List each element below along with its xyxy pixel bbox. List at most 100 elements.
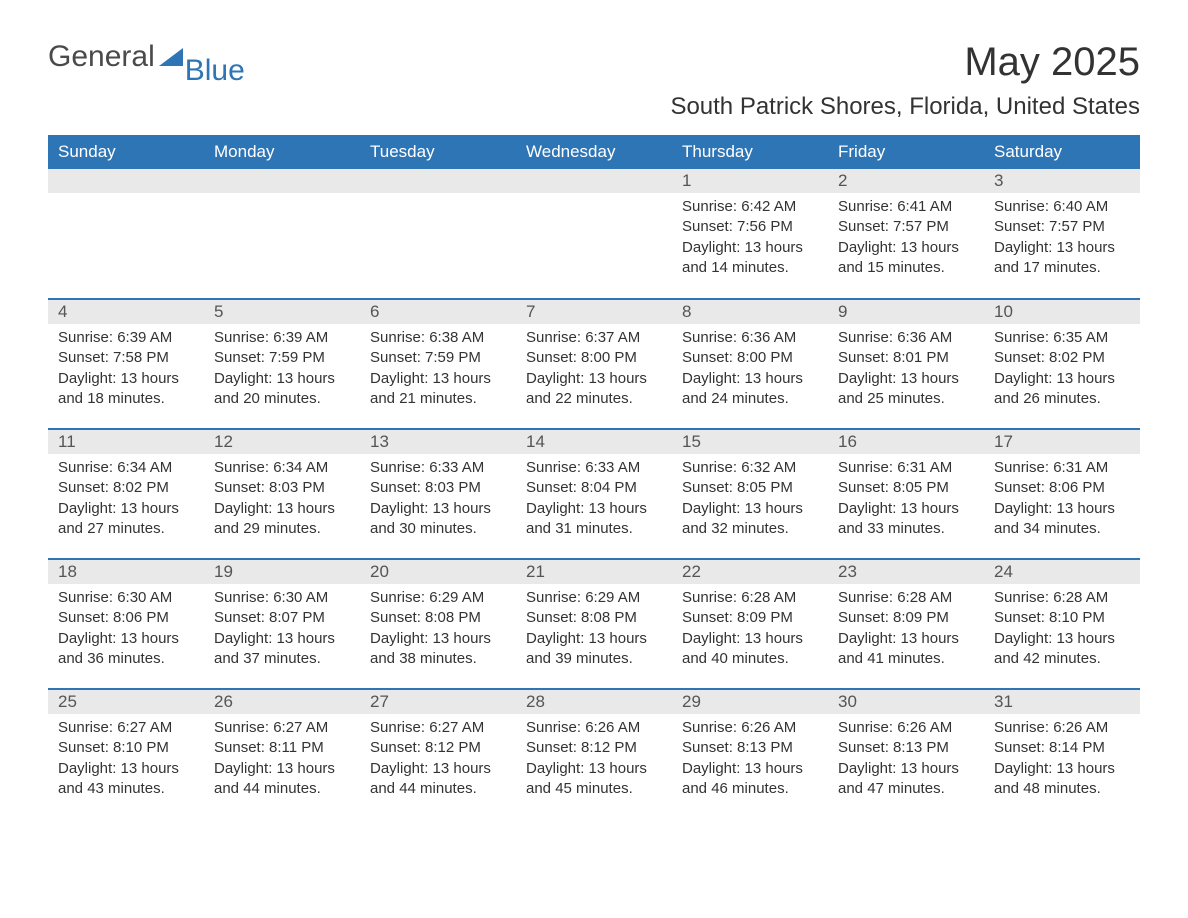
label-sunrise: Sunrise: — [682, 198, 741, 215]
label-sunset: Sunset: — [838, 739, 893, 756]
label-daylight: Daylight: — [370, 760, 433, 777]
day-details: Sunrise: 6:28 AMSunset: 8:09 PMDaylight:… — [828, 584, 984, 677]
day-line-daylight: Daylight: 13 hours and 22 minutes. — [526, 369, 662, 410]
label-sunrise: Sunrise: — [526, 329, 585, 346]
day-line-sunrise: Sunrise: 6:37 AM — [526, 328, 662, 348]
label-daylight: Daylight: — [526, 500, 589, 517]
value-sunrise: 6:26 AM — [897, 719, 952, 736]
day-number: 23 — [828, 560, 984, 584]
value-sunrise: 6:29 AM — [429, 589, 484, 606]
day-line-sunset: Sunset: 8:03 PM — [214, 478, 350, 498]
label-daylight: Daylight: — [838, 630, 901, 647]
day-line-sunrise: Sunrise: 6:26 AM — [994, 718, 1130, 738]
value-sunrise: 6:30 AM — [117, 589, 172, 606]
day-number — [48, 169, 204, 193]
value-sunrise: 6:27 AM — [429, 719, 484, 736]
day-line-sunset: Sunset: 8:00 PM — [526, 348, 662, 368]
calendar-day-cell: 24Sunrise: 6:28 AMSunset: 8:10 PMDayligh… — [984, 559, 1140, 689]
label-sunrise: Sunrise: — [370, 719, 429, 736]
day-line-sunset: Sunset: 8:02 PM — [994, 348, 1130, 368]
calendar-day-cell: 21Sunrise: 6:29 AMSunset: 8:08 PMDayligh… — [516, 559, 672, 689]
day-details: Sunrise: 6:32 AMSunset: 8:05 PMDaylight:… — [672, 454, 828, 547]
day-line-daylight: Daylight: 13 hours and 36 minutes. — [58, 629, 194, 670]
label-sunrise: Sunrise: — [370, 589, 429, 606]
value-sunset: 7:57 PM — [893, 218, 949, 235]
calendar-day-cell — [516, 169, 672, 299]
value-sunrise: 6:31 AM — [1053, 459, 1108, 476]
value-sunrise: 6:37 AM — [585, 329, 640, 346]
day-line-sunrise: Sunrise: 6:26 AM — [526, 718, 662, 738]
day-line-sunset: Sunset: 8:14 PM — [994, 738, 1130, 758]
value-sunset: 8:13 PM — [893, 739, 949, 756]
day-line-sunset: Sunset: 8:00 PM — [682, 348, 818, 368]
value-sunrise: 6:26 AM — [741, 719, 796, 736]
label-sunset: Sunset: — [682, 479, 737, 496]
label-daylight: Daylight: — [58, 630, 121, 647]
day-number: 14 — [516, 430, 672, 454]
value-sunset: 8:08 PM — [425, 609, 481, 626]
day-line-daylight: Daylight: 13 hours and 46 minutes. — [682, 759, 818, 800]
label-daylight: Daylight: — [58, 760, 121, 777]
day-line-daylight: Daylight: 13 hours and 32 minutes. — [682, 499, 818, 540]
day-line-sunrise: Sunrise: 6:28 AM — [682, 588, 818, 608]
day-details: Sunrise: 6:26 AMSunset: 8:13 PMDaylight:… — [828, 714, 984, 807]
label-sunset: Sunset: — [58, 739, 113, 756]
label-daylight: Daylight: — [214, 370, 277, 387]
day-number: 15 — [672, 430, 828, 454]
day-number: 10 — [984, 300, 1140, 324]
day-line-sunset: Sunset: 8:04 PM — [526, 478, 662, 498]
day-number: 29 — [672, 690, 828, 714]
calendar-day-cell: 31Sunrise: 6:26 AMSunset: 8:14 PMDayligh… — [984, 689, 1140, 819]
value-sunset: 8:03 PM — [269, 479, 325, 496]
value-sunset: 8:08 PM — [581, 609, 637, 626]
day-details: Sunrise: 6:27 AMSunset: 8:12 PMDaylight:… — [360, 714, 516, 807]
value-sunset: 7:57 PM — [1049, 218, 1105, 235]
label-sunrise: Sunrise: — [370, 329, 429, 346]
day-number: 13 — [360, 430, 516, 454]
day-line-sunrise: Sunrise: 6:32 AM — [682, 458, 818, 478]
value-sunset: 8:00 PM — [737, 349, 793, 366]
day-details: Sunrise: 6:34 AMSunset: 8:02 PMDaylight:… — [48, 454, 204, 547]
label-sunrise: Sunrise: — [526, 589, 585, 606]
value-sunrise: 6:38 AM — [429, 329, 484, 346]
label-daylight: Daylight: — [526, 630, 589, 647]
label-daylight: Daylight: — [838, 370, 901, 387]
day-details: Sunrise: 6:41 AMSunset: 7:57 PMDaylight:… — [828, 193, 984, 286]
value-sunrise: 6:41 AM — [897, 198, 952, 215]
value-sunrise: 6:33 AM — [429, 459, 484, 476]
value-sunrise: 6:35 AM — [1053, 329, 1108, 346]
value-sunset: 8:10 PM — [113, 739, 169, 756]
label-sunset: Sunset: — [994, 739, 1049, 756]
label-sunrise: Sunrise: — [994, 329, 1053, 346]
day-line-sunrise: Sunrise: 6:28 AM — [838, 588, 974, 608]
day-line-sunset: Sunset: 8:06 PM — [58, 608, 194, 628]
label-sunrise: Sunrise: — [682, 329, 741, 346]
day-details: Sunrise: 6:39 AMSunset: 7:58 PMDaylight:… — [48, 324, 204, 417]
day-line-sunrise: Sunrise: 6:31 AM — [838, 458, 974, 478]
calendar-day-cell: 10Sunrise: 6:35 AMSunset: 8:02 PMDayligh… — [984, 299, 1140, 429]
day-details: Sunrise: 6:27 AMSunset: 8:10 PMDaylight:… — [48, 714, 204, 807]
calendar-day-cell: 12Sunrise: 6:34 AMSunset: 8:03 PMDayligh… — [204, 429, 360, 559]
day-details: Sunrise: 6:30 AMSunset: 8:06 PMDaylight:… — [48, 584, 204, 677]
day-details: Sunrise: 6:37 AMSunset: 8:00 PMDaylight:… — [516, 324, 672, 417]
day-line-sunset: Sunset: 8:05 PM — [682, 478, 818, 498]
day-line-daylight: Daylight: 13 hours and 43 minutes. — [58, 759, 194, 800]
label-daylight: Daylight: — [682, 370, 745, 387]
value-sunrise: 6:40 AM — [1053, 198, 1108, 215]
label-sunrise: Sunrise: — [994, 589, 1053, 606]
day-line-sunset: Sunset: 8:11 PM — [214, 738, 350, 758]
label-sunrise: Sunrise: — [994, 719, 1053, 736]
value-sunset: 7:56 PM — [737, 218, 793, 235]
day-line-sunrise: Sunrise: 6:36 AM — [682, 328, 818, 348]
day-number: 22 — [672, 560, 828, 584]
day-details: Sunrise: 6:38 AMSunset: 7:59 PMDaylight:… — [360, 324, 516, 417]
calendar-body: 1Sunrise: 6:42 AMSunset: 7:56 PMDaylight… — [48, 169, 1140, 819]
day-line-sunset: Sunset: 7:56 PM — [682, 217, 818, 237]
day-line-sunrise: Sunrise: 6:28 AM — [994, 588, 1130, 608]
day-line-sunset: Sunset: 7:57 PM — [838, 217, 974, 237]
label-sunset: Sunset: — [58, 349, 113, 366]
label-sunset: Sunset: — [214, 609, 269, 626]
label-sunset: Sunset: — [838, 479, 893, 496]
calendar-week-row: 11Sunrise: 6:34 AMSunset: 8:02 PMDayligh… — [48, 429, 1140, 559]
value-sunrise: 6:29 AM — [585, 589, 640, 606]
